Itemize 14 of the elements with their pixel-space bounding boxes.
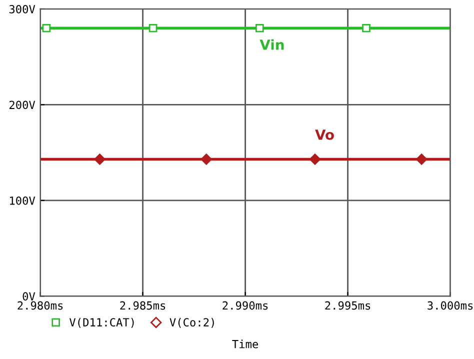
x-tick-label: 2.985ms [120, 301, 166, 310]
x-tick-label: 2.995ms [325, 301, 370, 310]
x-tick-label: 2.980ms [18, 301, 63, 310]
legend-label: V(D11:CAT) [69, 318, 134, 328]
x-tick-label: 3.000ms [428, 301, 473, 310]
annotation: Vin [260, 39, 284, 50]
y-tick-label: 200V [9, 100, 36, 110]
legend-label: V(Co:2) [170, 318, 214, 328]
y-tick-label: 300V [9, 4, 36, 14]
y-tick-label: 0V [22, 292, 36, 301]
x-axis-title: Time [232, 340, 258, 348]
annotation: Vo [315, 130, 334, 140]
y-tick-label: 100V [10, 196, 36, 205]
x-tick-label: 2.990ms [222, 301, 268, 310]
